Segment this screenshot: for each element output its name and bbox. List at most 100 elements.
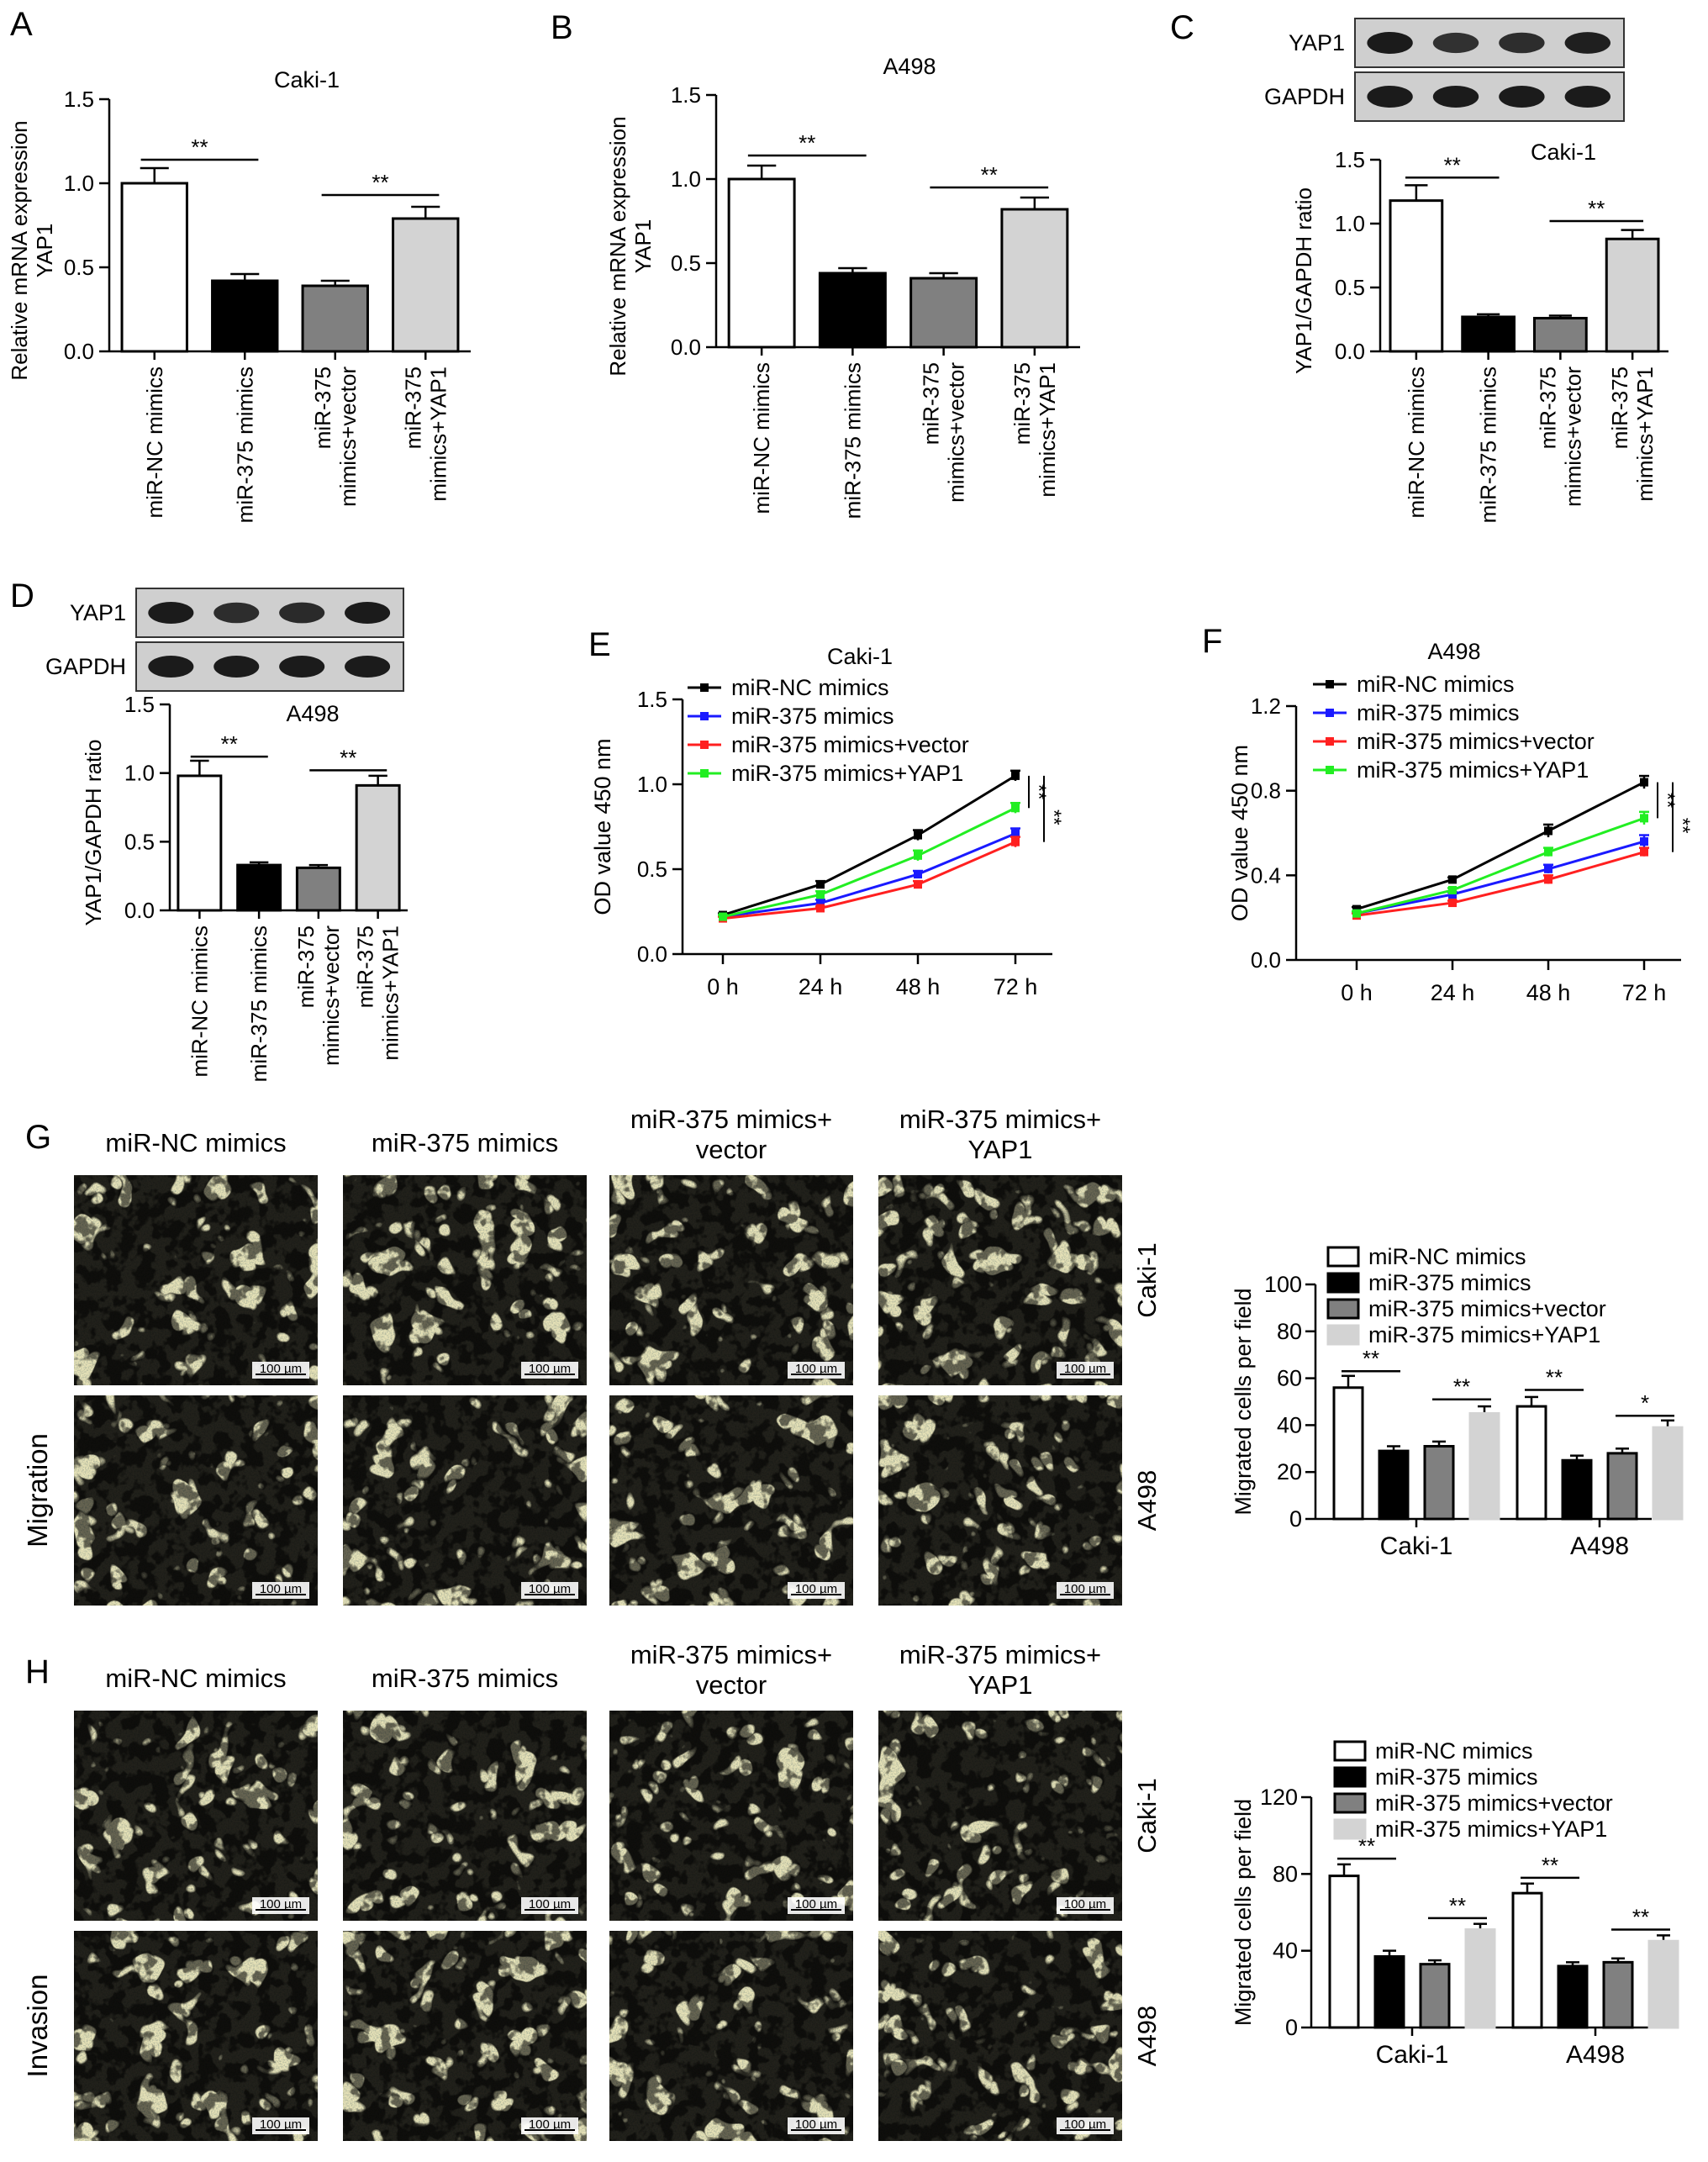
column-label: YAP1 — [968, 1670, 1033, 1700]
scalebar-label: 100 µm — [795, 1362, 837, 1376]
x-tick-label: 72 h — [994, 974, 1038, 999]
bar — [1389, 199, 1444, 353]
x-tick-label: mimics+vector — [1560, 366, 1585, 507]
bar — [1378, 1449, 1410, 1521]
legend-marker — [700, 769, 709, 778]
legend-marker — [1326, 709, 1334, 717]
micrograph-cell-bodies — [74, 1175, 318, 1385]
x-tick-label: 0 h — [1341, 980, 1373, 1005]
scalebar-label: 100 µm — [260, 1897, 302, 1912]
scalebar-label: 100 µm — [260, 1582, 302, 1596]
panel-label-e: E — [588, 626, 611, 663]
significance-label: ** — [372, 170, 388, 195]
micrograph-cell-bodies — [609, 1931, 853, 2141]
significance-label: ** — [221, 731, 238, 757]
significance-label: ** — [799, 130, 815, 156]
data-point — [1448, 885, 1457, 894]
legend-label: miR-375 mimics — [1357, 700, 1520, 725]
significance-label: ** — [1363, 1346, 1379, 1371]
legend-label: miR-375 mimics+YAP1 — [1375, 1817, 1607, 1842]
x-tick-label: mimics+YAP1 — [1035, 362, 1060, 498]
series-line — [722, 806, 1016, 919]
column-label: YAP1 — [968, 1135, 1033, 1164]
legend-label: miR-375 mimics — [1368, 1270, 1531, 1295]
x-tick-label: miR-375 — [919, 362, 944, 445]
micrograph-cell-bodies — [609, 1395, 853, 1606]
data-point — [816, 890, 825, 899]
significance-label: ** — [1449, 1893, 1466, 1918]
y-tick-label: 60 — [1277, 1366, 1302, 1391]
y-tick-label: 1.0 — [671, 166, 701, 192]
scalebar-label: 100 µm — [1064, 1897, 1106, 1912]
x-tick-label: miR-375 mimics — [246, 925, 271, 1082]
chart-a: Caki-1 0.0 0.5 1.0 1.5 Relative mRNA expressi… — [7, 67, 471, 523]
x-tick-label: miR-375 mimics — [232, 366, 257, 523]
data-point — [914, 831, 922, 840]
data-point — [1352, 904, 1361, 914]
legend-label: miR-375 mimics+vector — [1375, 1790, 1613, 1816]
data-point — [1011, 771, 1020, 780]
chart-c: Caki-1 0.0 0.5 1.0 1.5 YAP1/GAPDH ratio miR-NC… — [1291, 140, 1668, 523]
significance-label: * — [1641, 1390, 1649, 1416]
data-point — [816, 904, 825, 913]
significance-label: ** — [1444, 152, 1461, 177]
x-tick-label: 0 h — [707, 974, 739, 999]
bar — [1533, 316, 1588, 353]
significance-label: ** — [1542, 1853, 1558, 1878]
y-tick-label: 0.0 — [1251, 947, 1281, 973]
x-tick-label: miR-375 mimics — [1476, 366, 1501, 523]
significance-label: ** — [191, 134, 208, 160]
x-tick-label: 48 h — [896, 974, 941, 999]
legend-label: miR-NC mimics — [1368, 1244, 1526, 1269]
bar — [301, 284, 369, 353]
row-label: A498 — [1132, 1470, 1162, 1531]
y-tick-label: 1.5 — [64, 87, 94, 112]
y-tick-label: 1.0 — [64, 171, 94, 196]
significance-label: ** — [1027, 784, 1050, 800]
blot-band — [1499, 32, 1545, 54]
chart-e: Caki-1 0.0 0.5 1.0 1.5 0 h 24 h 48 h 72 h OD valu… — [590, 644, 1065, 999]
data-point — [1544, 847, 1552, 857]
column-label: miR-NC mimics — [105, 1664, 286, 1693]
column-label: vector — [696, 1670, 767, 1700]
scalebar-label: 100 µm — [260, 2117, 302, 2132]
y-tick-label: 20 — [1277, 1459, 1302, 1484]
chart-title: Caki-1 — [827, 644, 893, 669]
significance-label: ** — [1358, 1833, 1375, 1859]
data-point — [816, 880, 825, 889]
y-axis-label: OD value 450 nm — [590, 738, 615, 915]
bar — [1464, 1928, 1496, 2029]
micrograph-cell-bodies — [878, 1175, 1122, 1385]
blot-band — [345, 656, 391, 678]
significance-label: ** — [340, 745, 356, 770]
data-point — [816, 899, 825, 908]
legend-label: miR-375 mimics+YAP1 — [1357, 757, 1589, 783]
legend-marker — [700, 741, 709, 749]
row-label: Caki-1 — [1132, 1778, 1162, 1854]
y-axis-label: OD value 450 nm — [1227, 745, 1252, 921]
x-tick-label: miR-375 — [1010, 362, 1035, 445]
micrograph-cell-bodies — [878, 1931, 1122, 2141]
micrograph-cell-bodies — [878, 1711, 1122, 1921]
scalebar-label: 100 µm — [1064, 1362, 1106, 1376]
chart-title: A498 — [883, 54, 936, 79]
y-tick-label: 0.5 — [64, 255, 94, 280]
legend-swatch — [1326, 1246, 1360, 1268]
x-tick-label: 48 h — [1526, 980, 1571, 1005]
x-tick-label: mimics+YAP1 — [1632, 366, 1658, 502]
y-tick-label: 40 — [1277, 1412, 1302, 1437]
data-point — [1544, 875, 1552, 884]
y-tick-label: 0.0 — [64, 339, 94, 364]
y-axis-label: YAP1 — [630, 219, 656, 274]
y-tick-label: 40 — [1273, 1938, 1298, 1964]
blot-band — [279, 602, 325, 624]
x-tick-label: miR-375 — [1535, 366, 1560, 449]
data-point — [1544, 826, 1552, 836]
x-tick-label: miR-NC mimics — [749, 362, 774, 514]
data-point — [914, 880, 922, 889]
micrograph-cell-bodies — [343, 1931, 587, 2141]
y-tick-label: 0 — [1289, 1506, 1302, 1532]
micrograph-cell-bodies — [74, 1931, 318, 2141]
legend-label: miR-375 mimics+vector — [1357, 729, 1595, 754]
